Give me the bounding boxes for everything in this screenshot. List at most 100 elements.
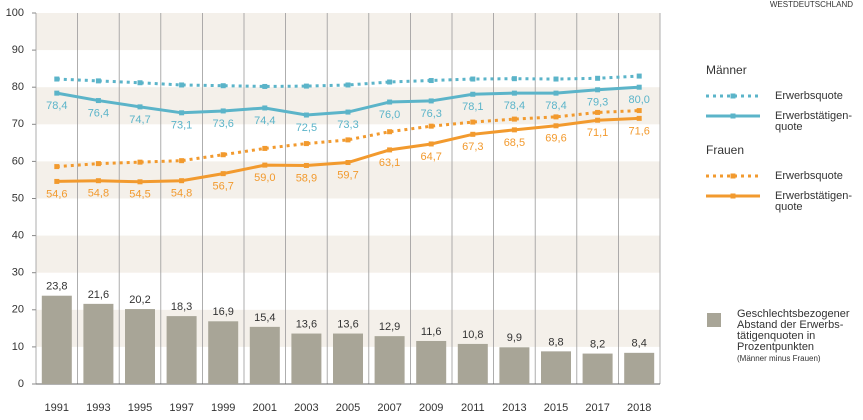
marker <box>636 73 642 79</box>
bar-label: 9,9 <box>507 332 522 344</box>
x-tick-label: 2009 <box>419 402 443 414</box>
line-label: 59,0 <box>254 172 275 184</box>
bar-label: 20,2 <box>129 294 150 306</box>
marker <box>595 117 601 123</box>
bar <box>541 351 571 384</box>
x-tick-label: 2005 <box>336 402 360 414</box>
marker <box>470 91 476 97</box>
marker <box>553 123 559 129</box>
legend-label: Geschlechtsbezogener Abstand der Erwerbs… <box>737 308 850 353</box>
marker <box>262 83 268 89</box>
marker <box>220 171 226 177</box>
bar-label: 12,9 <box>379 321 400 333</box>
x-tick-label: 2017 <box>585 402 609 414</box>
bar <box>166 316 197 384</box>
line-label: 76,0 <box>379 109 400 121</box>
line-label: 78,4 <box>504 100 525 112</box>
legend-marker <box>730 173 736 179</box>
y-tick-label: 50 <box>12 192 24 204</box>
y-tick-label: 40 <box>12 230 24 242</box>
marker <box>54 90 60 96</box>
bar-label: 18,3 <box>171 301 192 313</box>
y-tick-label: 70 <box>12 118 24 130</box>
legend-note: (Männer minus Frauen) <box>737 354 821 363</box>
bar <box>333 333 363 384</box>
line-label: 78,1 <box>462 101 483 113</box>
marker <box>595 109 601 115</box>
line-label: 79,3 <box>587 97 608 109</box>
bar-label: 10,8 <box>462 329 483 341</box>
bar <box>208 321 239 384</box>
marker <box>553 114 559 120</box>
line-label: 54,8 <box>171 188 192 200</box>
line-label: 74,4 <box>254 115 275 127</box>
marker <box>595 75 601 81</box>
marker <box>303 141 309 147</box>
bar <box>249 326 280 384</box>
line-label: 73,6 <box>212 118 233 130</box>
marker <box>470 119 476 125</box>
marker <box>511 127 517 133</box>
marker <box>262 145 268 151</box>
marker <box>220 152 226 158</box>
line-label: 67,3 <box>462 141 483 153</box>
line-label: 71,6 <box>628 125 649 137</box>
y-tick-label: 20 <box>12 304 24 316</box>
marker <box>303 162 309 168</box>
marker <box>179 158 185 164</box>
x-tick-label: 2001 <box>253 402 277 414</box>
y-tick-label: 100 <box>6 7 24 19</box>
marker <box>428 123 434 129</box>
marker <box>179 110 185 116</box>
bar <box>416 340 447 384</box>
bar <box>41 295 72 384</box>
legend-label: Erwerbstätigen- quote <box>775 190 853 213</box>
line-label: 74,7 <box>129 114 150 126</box>
bar <box>125 309 155 384</box>
line-label: 71,1 <box>587 127 608 139</box>
marker <box>511 76 517 82</box>
bar-label: 11,6 <box>421 326 442 338</box>
bar <box>83 303 114 384</box>
marker <box>303 112 309 118</box>
legend-label: Erwerbsquote <box>775 170 843 182</box>
legend-label: Erwerbsquote <box>775 90 843 102</box>
marker <box>220 83 226 89</box>
marker <box>387 129 393 135</box>
x-tick-label: 1999 <box>211 402 235 414</box>
marker <box>387 99 393 105</box>
y-tick-label: 60 <box>12 155 24 167</box>
marker <box>95 178 101 184</box>
bar <box>374 336 405 384</box>
legend-marker <box>730 113 736 119</box>
legend-group: Männer <box>706 63 747 77</box>
x-tick-label: 2013 <box>502 402 526 414</box>
marker <box>262 162 268 168</box>
band <box>36 13 660 51</box>
marker <box>428 78 434 84</box>
marker <box>345 82 351 88</box>
x-tick-label: 1997 <box>169 402 193 414</box>
marker <box>345 160 351 166</box>
line-label: 59,7 <box>337 169 358 181</box>
bar-label: 8,4 <box>632 338 647 350</box>
bar <box>582 353 613 384</box>
line-label: 68,5 <box>504 137 525 149</box>
marker <box>470 131 476 137</box>
marker <box>137 104 143 110</box>
marker <box>54 178 60 184</box>
marker <box>636 115 642 121</box>
marker <box>345 137 351 143</box>
x-tick-label: 2011 <box>461 402 485 414</box>
marker <box>553 90 559 96</box>
region: WESTDEUTSCHLAND <box>770 0 853 9</box>
bar <box>624 352 655 384</box>
marker <box>553 76 559 82</box>
legend-swatch <box>707 313 721 327</box>
marker <box>636 108 642 114</box>
y-tick-label: 0 <box>18 378 24 390</box>
marker <box>470 76 476 82</box>
marker <box>179 82 185 88</box>
line-label: 76,4 <box>88 107 109 119</box>
bar-label: 23,8 <box>46 281 67 293</box>
